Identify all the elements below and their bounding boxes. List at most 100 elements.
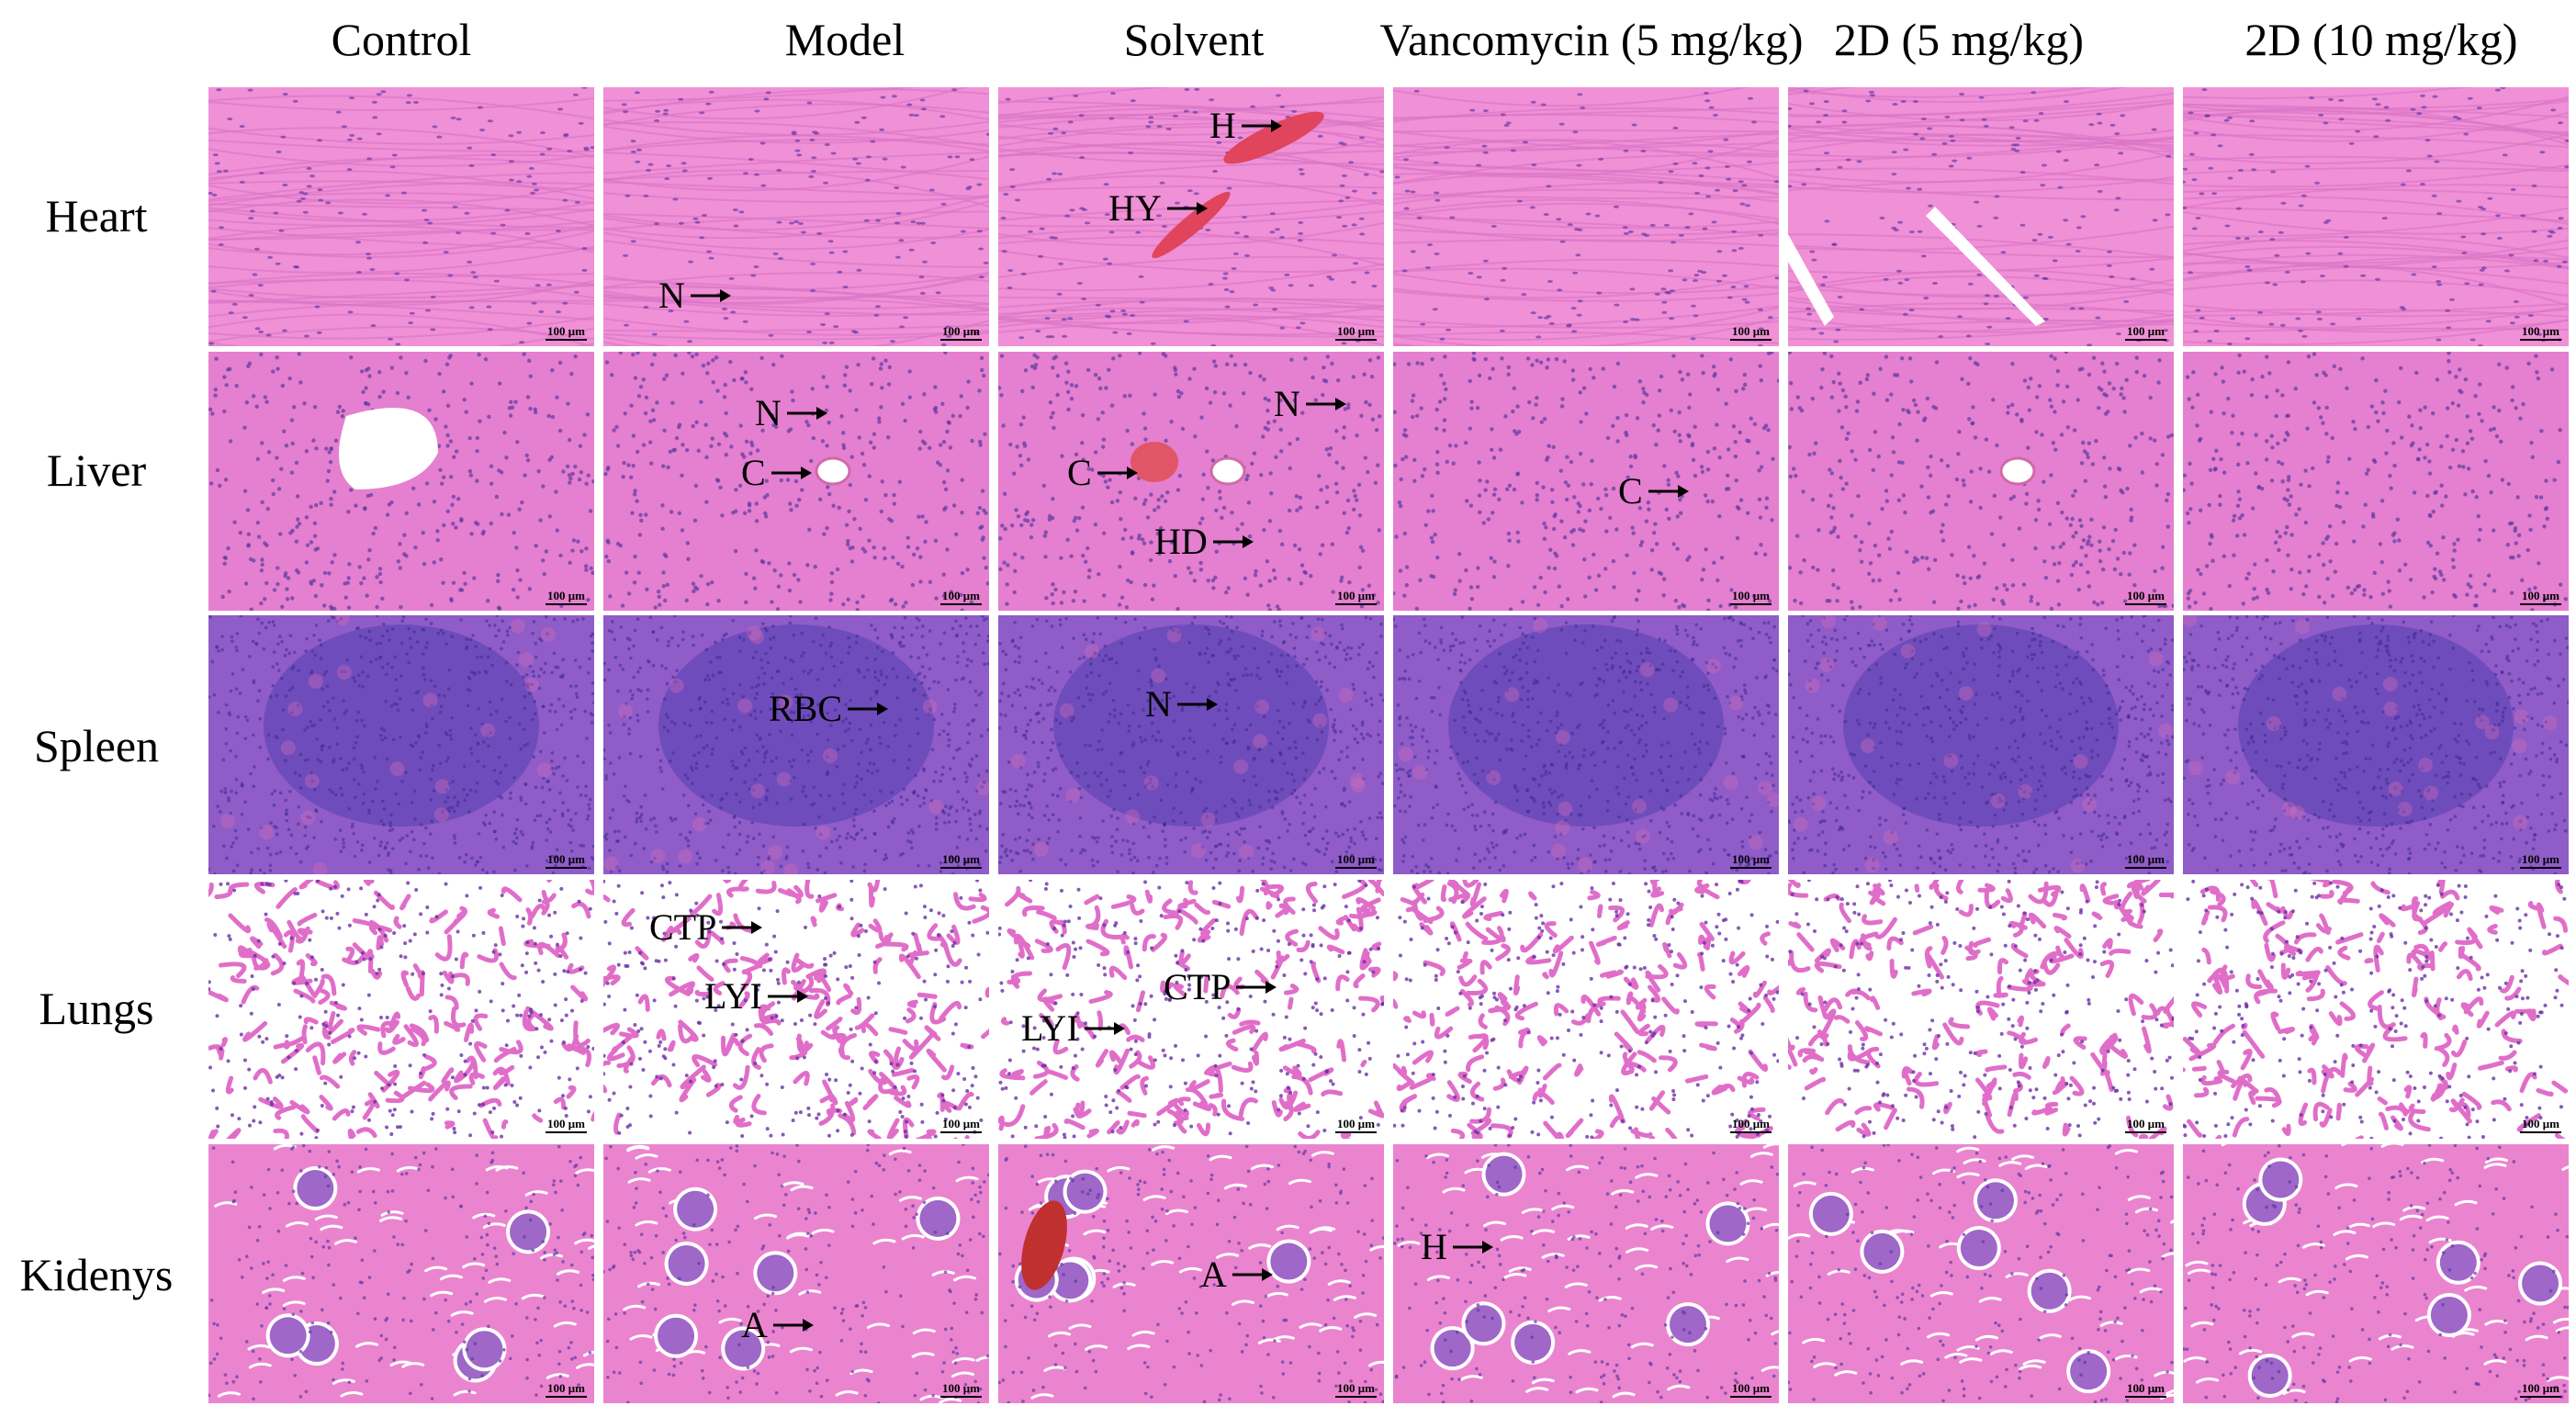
scale-bar: 100 μm xyxy=(2125,1382,2166,1398)
arrow-right-icon xyxy=(690,289,731,302)
annotation-label: N xyxy=(658,276,733,316)
scale-bar: 100 μm xyxy=(546,1118,587,1133)
tissue-image xyxy=(1393,880,1779,1139)
tissue-image xyxy=(2183,1144,2569,1403)
annotation-text: HD xyxy=(1154,521,1208,562)
tissue-image xyxy=(1788,880,2174,1139)
column-header: Model xyxy=(784,14,906,65)
arrow-right-icon xyxy=(1236,981,1277,994)
annotation-text: C xyxy=(741,452,766,493)
annotation-label: H xyxy=(1421,1227,1495,1267)
tissue-image xyxy=(2183,352,2569,611)
scale-bar: 100 μm xyxy=(1730,325,1772,341)
annotation-label: CTP xyxy=(649,907,764,948)
column-header: 2D (5 mg/kg) xyxy=(1833,14,2085,65)
scale-bar: 100 μm xyxy=(1730,1118,1772,1133)
scale-bar: 100 μm xyxy=(940,325,982,341)
scale-bar: 100 μm xyxy=(2520,1118,2561,1133)
annotation-text: C xyxy=(1618,470,1643,512)
micrograph-panel: 100 μm xyxy=(603,352,989,611)
tissue-image xyxy=(1788,1144,2174,1403)
scale-bar: 100 μm xyxy=(546,325,587,341)
scale-bar: 100 μm xyxy=(1335,590,1377,605)
row-label: Heart xyxy=(45,190,148,242)
tissue-image xyxy=(208,615,594,874)
column-header: Vancomycin (5 mg/kg) xyxy=(1379,14,1804,65)
annotation-text: H xyxy=(1421,1226,1447,1267)
tissue-image xyxy=(603,87,989,346)
micrograph-panel: 100 μm xyxy=(1393,615,1779,874)
annotation-label: N xyxy=(755,393,829,433)
tissue-image xyxy=(2183,615,2569,874)
row-label: Lungs xyxy=(39,983,154,1034)
micrograph-panel: 100 μm xyxy=(998,615,1384,874)
scale-bar: 100 μm xyxy=(1335,1118,1377,1133)
scale-bar: 100 μm xyxy=(940,1382,982,1398)
arrow-right-icon xyxy=(772,1319,814,1332)
micrograph-panel: 100 μm xyxy=(2183,880,2569,1139)
scale-bar: 100 μm xyxy=(940,590,982,605)
tissue-image xyxy=(603,1144,989,1403)
column-header: Solvent xyxy=(1123,14,1265,65)
arrow-right-icon xyxy=(1305,398,1346,410)
micrograph-panel: 100 μm xyxy=(1393,1144,1779,1403)
micrograph-panel: 100 μm xyxy=(1788,615,2174,874)
micrograph-panel: 100 μm xyxy=(998,880,1384,1139)
scale-bar: 100 μm xyxy=(940,853,982,869)
micrograph-panel: 100 μm xyxy=(1788,880,2174,1139)
column-header: Control xyxy=(331,14,472,65)
tissue-image xyxy=(1393,352,1779,611)
tissue-image xyxy=(1788,352,2174,611)
micrograph-panel: 100 μm xyxy=(998,352,1384,611)
arrow-right-icon xyxy=(767,990,808,1003)
micrograph-panel: 100 μm xyxy=(1393,352,1779,611)
annotation-text: CTP xyxy=(1164,966,1232,1007)
annotation-label: C xyxy=(741,453,814,493)
arrow-right-icon xyxy=(1241,119,1282,132)
micrograph-panel: 100 μm xyxy=(603,1144,989,1403)
annotation-text: N xyxy=(658,275,685,316)
arrow-right-icon xyxy=(771,467,812,479)
tissue-image xyxy=(998,615,1384,874)
annotation-label: LYI xyxy=(704,976,810,1017)
row-label: Liver xyxy=(46,444,147,496)
tissue-image xyxy=(208,87,594,346)
annotation-label: N xyxy=(1145,684,1220,725)
scale-bar: 100 μm xyxy=(1730,1382,1772,1398)
scale-bar: 100 μm xyxy=(1335,853,1377,869)
micrograph-panel: 100 μm xyxy=(2183,352,2569,611)
micrograph-panel: 100 μm xyxy=(603,615,989,874)
tissue-image xyxy=(998,880,1384,1139)
tissue-image xyxy=(998,87,1384,346)
arrow-right-icon xyxy=(1097,467,1138,479)
micrograph-panel: 100 μm xyxy=(998,87,1384,346)
tissue-image xyxy=(2183,87,2569,346)
arrow-right-icon xyxy=(1452,1241,1493,1254)
micrograph-panel: 100 μm xyxy=(1393,880,1779,1139)
tissue-image xyxy=(998,352,1384,611)
arrow-right-icon xyxy=(1176,698,1218,711)
micrograph-panel: 100 μm xyxy=(998,1144,1384,1403)
arrow-right-icon xyxy=(1232,1268,1273,1281)
scale-bar: 100 μm xyxy=(940,1118,982,1133)
scale-bar: 100 μm xyxy=(2125,1118,2166,1133)
annotation-text: C xyxy=(1067,452,1092,493)
tissue-image xyxy=(1788,615,2174,874)
scale-bar: 100 μm xyxy=(2520,325,2561,341)
annotation-text: CTP xyxy=(649,906,717,948)
micrograph-panel: 100 μm xyxy=(208,615,594,874)
micrograph-panel: 100 μm xyxy=(208,1144,594,1403)
annotation-text: N xyxy=(1274,383,1300,424)
scale-bar: 100 μm xyxy=(2520,590,2561,605)
tissue-image xyxy=(2183,880,2569,1139)
micrograph-panel: 100 μm xyxy=(1788,1144,2174,1403)
scale-bar: 100 μm xyxy=(1730,853,1772,869)
arrow-right-icon xyxy=(786,407,827,420)
row-label: Kidenys xyxy=(19,1249,174,1300)
scale-bar: 100 μm xyxy=(546,590,587,605)
tissue-image xyxy=(603,880,989,1139)
tissue-image xyxy=(1393,87,1779,346)
annotation-label: C xyxy=(1618,471,1691,512)
micrograph-panel: 100 μm xyxy=(2183,1144,2569,1403)
